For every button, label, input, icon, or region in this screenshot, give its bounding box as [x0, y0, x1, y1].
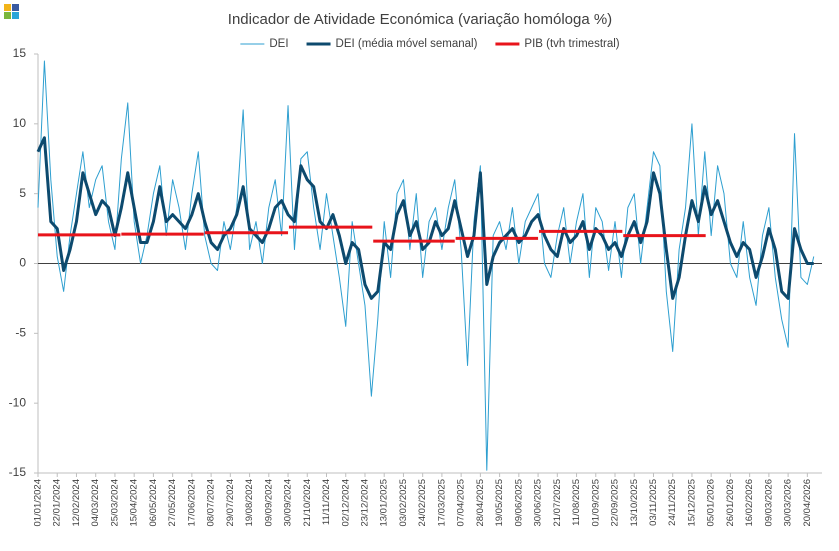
y-tick-label: -15	[9, 465, 27, 479]
x-tick-label: 11/08/2025	[571, 479, 582, 526]
x-tick-label: 08/07/2024	[206, 479, 217, 527]
x-tick-label: 30/06/2025	[533, 479, 544, 527]
logo	[4, 4, 19, 19]
x-tick-label: 20/04/2026	[802, 479, 813, 527]
legend-items: DEI DEI (média móvel semanal) PIB (tvh tri…	[240, 38, 620, 50]
y-tick-label: 0	[19, 256, 26, 270]
x-tick-label: 07/04/2025	[456, 479, 467, 527]
x-tick-label: 03/11/2025	[648, 479, 659, 526]
x-tick-label: 15/04/2024	[129, 479, 140, 527]
x-tick-label: 01/01/2024	[33, 479, 44, 527]
x-tick-label: 13/10/2025	[629, 479, 640, 527]
legend-label: DEI	[269, 38, 288, 50]
x-tick-label: 28/04/2025	[475, 479, 486, 527]
x-tick-label: 19/05/2025	[494, 479, 505, 527]
x-tick-label: 09/06/2025	[513, 479, 524, 527]
x-tick-label: 23/12/2024	[359, 479, 370, 527]
x-tick-label: 05/01/2026	[706, 479, 717, 527]
x-tick-label: 04/03/2024	[90, 479, 101, 527]
x-tick-label: 27/05/2024	[167, 479, 178, 527]
raw-line	[37, 60, 815, 471]
x-tick-label: 19/08/2024	[244, 479, 255, 527]
x-tick-label: 22/01/2024	[52, 479, 63, 527]
x-tick-label: 09/09/2024	[263, 479, 274, 527]
x-tick-label: 26/01/2026	[725, 479, 736, 527]
x-tick-label: 02/12/2024	[340, 479, 351, 527]
x-tick-label: 21/10/2024	[302, 479, 313, 527]
x-tick-label: 15/12/2025	[686, 479, 697, 527]
x-tick-label: 22/09/2025	[610, 479, 621, 527]
x-tick-label: 24/11/2025	[667, 479, 678, 526]
x-tick-label: 01/09/2025	[590, 479, 601, 527]
y-tick-label: 15	[13, 46, 27, 60]
x-tick-label: 13/01/2025	[379, 479, 390, 527]
x-tick-label: 30/09/2024	[283, 479, 294, 527]
x-tick-label: 06/05/2024	[148, 479, 159, 527]
x-tick-label: 29/07/2024	[225, 479, 236, 527]
x-tick-label: 03/02/2025	[398, 479, 409, 527]
legend: DEI DEI (média móvel semanal) PIB (tvh tri…	[240, 38, 620, 50]
y-tick-label: 5	[19, 186, 26, 200]
x-tick-label: 09/03/2026	[763, 479, 774, 527]
x-tick-label: 12/02/2024	[71, 479, 82, 527]
plot-area: -15 -10 -5 0 5 10 15 01/01/2024 22/01/2024 12/02/…	[9, 46, 822, 527]
legend-label: PIB (tvh trimestral)	[524, 38, 619, 50]
y-tick-label: -5	[15, 326, 26, 340]
x-tick-label: 17/06/2024	[186, 479, 197, 527]
x-tick-label: 11/11/2024	[321, 479, 332, 525]
x-tick-label: 17/03/2025	[436, 479, 447, 527]
chart-title: Indicador de Atividade Económica (variaç…	[228, 11, 612, 28]
x-tick-label: 16/02/2026	[744, 479, 755, 527]
x-tick-label: 21/07/2025	[552, 479, 563, 527]
y-tick-label: 10	[13, 116, 27, 130]
average-line	[36, 136, 814, 300]
y-tick-label: -10	[9, 395, 27, 409]
x-tick-label: 30/03/2026	[783, 479, 794, 527]
x-tick-label: 24/02/2025	[417, 479, 428, 527]
legend-label: DEI (média móvel semanal)	[336, 38, 478, 50]
x-tick-label: 25/03/2024	[109, 479, 120, 527]
